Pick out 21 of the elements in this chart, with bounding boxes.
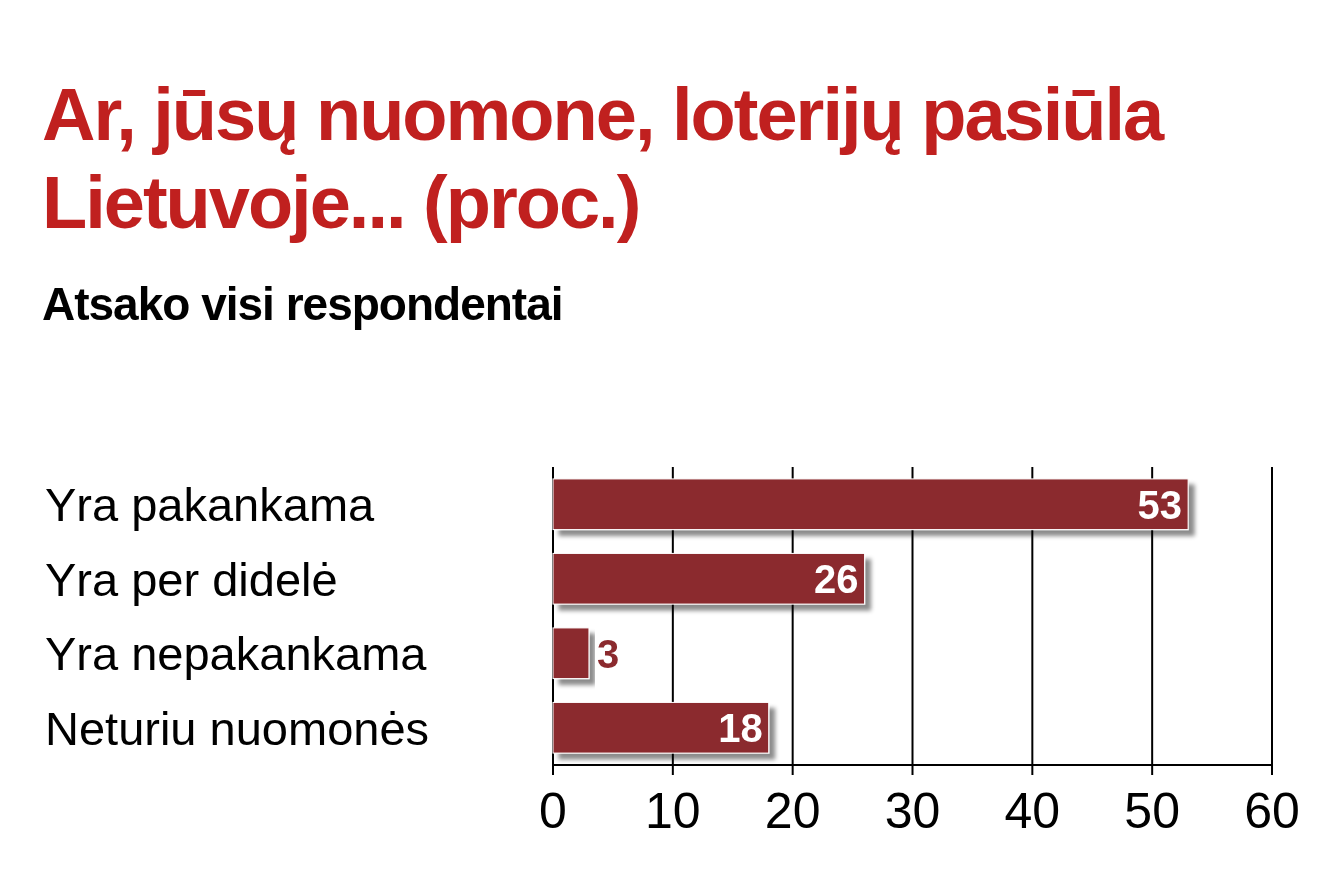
x-tick-label: 40	[1004, 783, 1061, 839]
bar	[552, 478, 1189, 531]
y-tick-label: Yra pakankama	[45, 478, 376, 532]
bar	[552, 552, 866, 605]
y-tick-label: Yra per didelė	[45, 552, 338, 606]
data-label: 53	[1137, 482, 1183, 527]
bar	[552, 627, 590, 680]
x-tick-label: 20	[764, 783, 821, 839]
y-tick-label: Yra nepakankama	[45, 627, 428, 681]
bar	[552, 701, 770, 754]
x-tick-label: 10	[645, 783, 701, 839]
x-tick-label: 50	[1124, 783, 1180, 839]
data-label: 18	[718, 706, 763, 751]
x-tick-label: 0	[539, 783, 567, 839]
y-tick-label: Neturiu nuomonės	[45, 701, 430, 755]
data-label: 3	[596, 631, 620, 676]
x-tick-label: 30	[884, 783, 941, 839]
chart-title: Ar, jūsų nuomone, loterijų pasiūla Lietuvoje... (proc.)	[42, 73, 1166, 244]
x-tick-label: 60	[1244, 783, 1300, 839]
chart-subtitle: Atsako visi respondentai	[42, 278, 563, 330]
data-label: 26	[814, 557, 859, 602]
